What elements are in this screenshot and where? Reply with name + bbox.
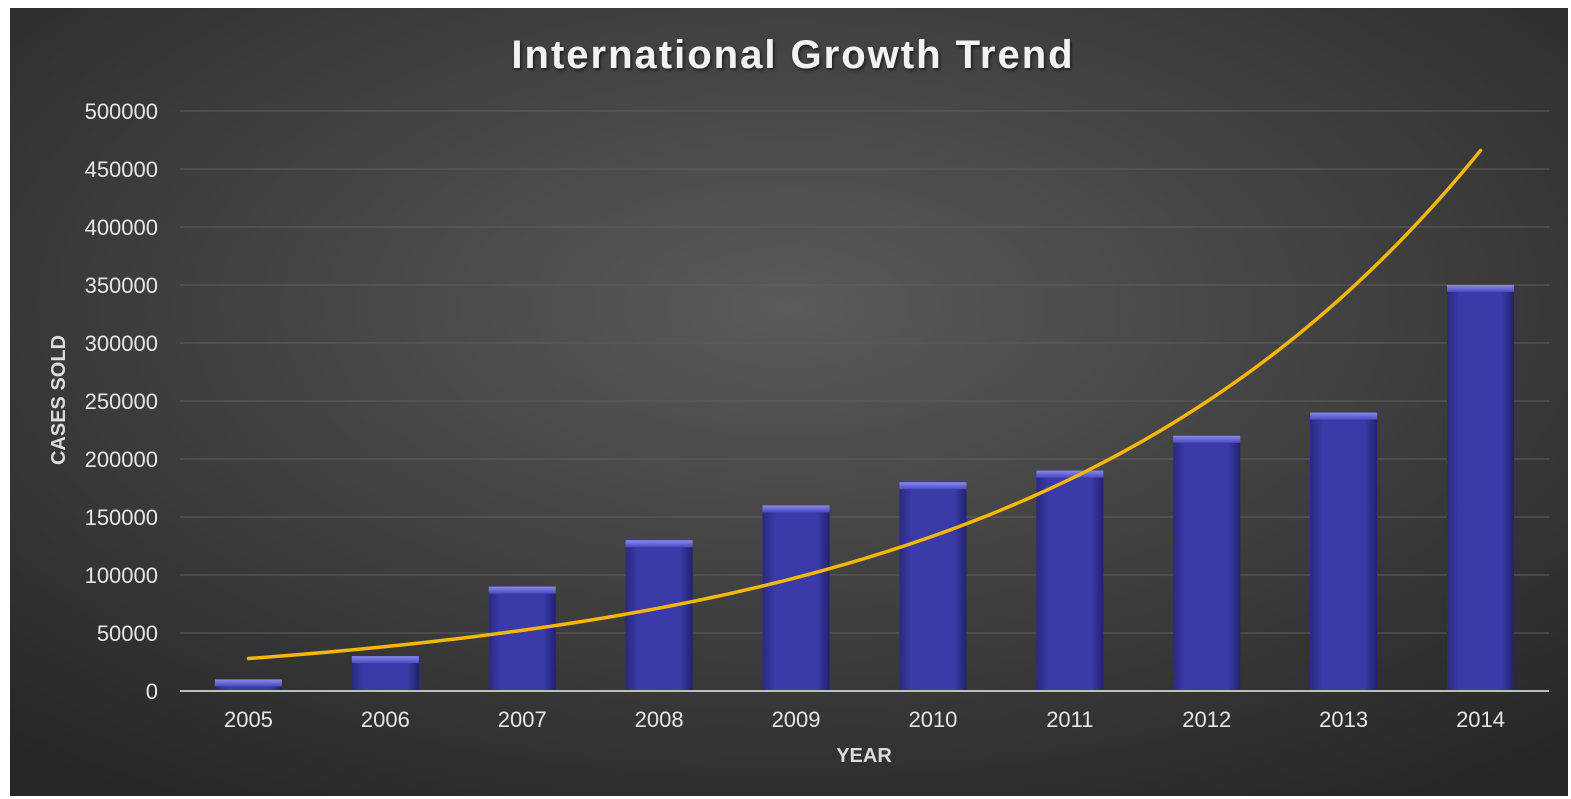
y-tick-labels: 0 50000 100000 150000 200000 250000 300000 3500…	[85, 99, 158, 704]
y-tick-label: 350000	[85, 273, 158, 298]
bar-top-highlight	[1036, 470, 1104, 478]
bar-top-highlight	[1310, 412, 1378, 420]
x-tick-label: 2007	[498, 707, 547, 732]
y-tick-label: 300000	[85, 331, 158, 356]
x-axis-title: YEAR	[836, 745, 892, 767]
x-tick-label: 2012	[1182, 707, 1231, 732]
x-tick-label: 2009	[772, 707, 821, 732]
bar-top-highlight	[1173, 435, 1241, 443]
bar-top-highlight	[625, 540, 693, 548]
y-tick-label: 250000	[85, 389, 158, 414]
y-tick-label: 400000	[85, 215, 158, 240]
y-axis-title: CASES SOLD	[48, 335, 70, 465]
y-tick-label: 100000	[85, 563, 158, 588]
y-tick-label: 150000	[85, 505, 158, 530]
trend-line-group	[246, 148, 1483, 661]
trend-line	[246, 148, 1483, 661]
y-tick-label: 50000	[97, 621, 158, 646]
bar	[1310, 412, 1378, 691]
bar-top-highlight	[899, 482, 967, 490]
y-tick-label: 200000	[85, 447, 158, 472]
y-tick-label: 500000	[85, 99, 158, 124]
bar	[1036, 470, 1104, 691]
bar	[1447, 285, 1515, 691]
bar	[1173, 435, 1241, 691]
bar-top-highlight	[762, 505, 830, 513]
y-tick-label: 450000	[85, 157, 158, 182]
bar-top-highlight	[351, 656, 419, 664]
bar	[488, 586, 556, 691]
bar-top-highlight	[488, 586, 556, 594]
bar	[762, 505, 830, 691]
x-tick-label: 2008	[635, 707, 684, 732]
bars	[214, 285, 1515, 691]
bar-top-highlight	[1447, 285, 1515, 292]
x-tick-labels: 2005 2006 2007 2008 2009 2010 2011 2012 2013 2014	[224, 707, 1505, 732]
x-tick-label: 2013	[1319, 707, 1368, 732]
bar	[625, 540, 693, 691]
x-tick-label: 2005	[224, 707, 273, 732]
x-tick-label: 2014	[1456, 707, 1505, 732]
bar-top-highlight	[214, 679, 282, 687]
y-tick-label: 0	[146, 679, 158, 704]
chart-title: International Growth Trend	[511, 33, 1074, 77]
bar	[899, 482, 967, 691]
x-tick-label: 2011	[1046, 707, 1093, 732]
x-tick-label: 2010	[908, 707, 957, 732]
x-tick-label: 2006	[361, 707, 410, 732]
